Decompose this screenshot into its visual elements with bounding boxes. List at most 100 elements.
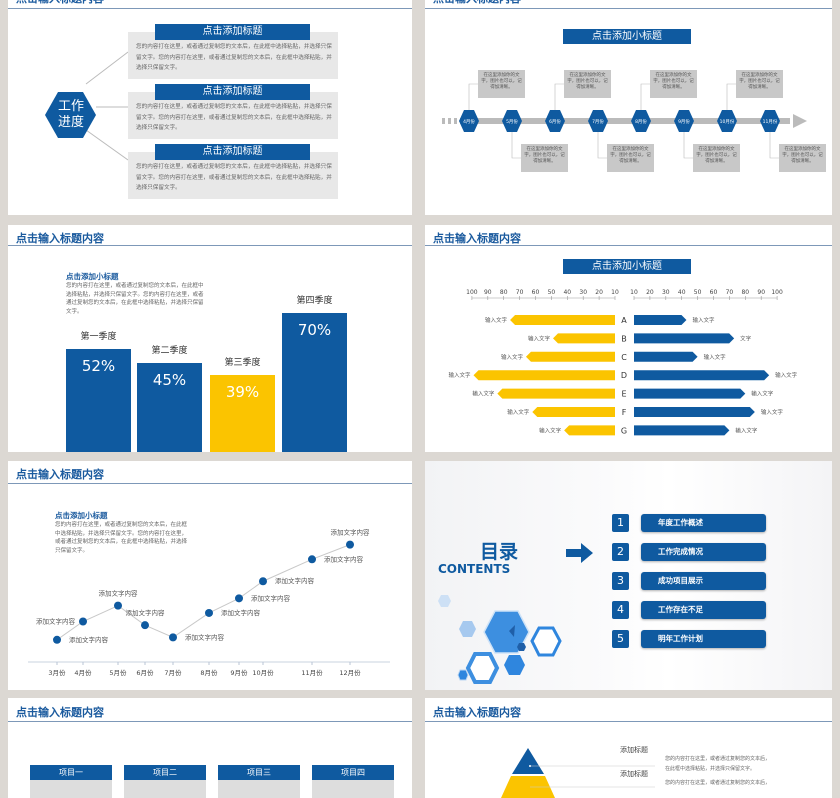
left-bar-label: 输入文字 — [448, 371, 471, 379]
right-bar — [634, 315, 687, 325]
slide-title: 点击输入标题内容 — [433, 232, 521, 245]
box-title: 点击添加标题 — [155, 144, 310, 160]
subtitle-box: 点击添加小标题 — [563, 259, 691, 274]
right-bar — [634, 407, 755, 417]
connector-lines — [45, 51, 129, 161]
month-hexagon — [760, 110, 780, 132]
contents-number[interactable]: 4 — [612, 601, 629, 619]
bar-category: 第三季度 — [224, 357, 261, 368]
x-tick-label: 11月份 — [301, 668, 323, 677]
bar-value: 39% — [225, 382, 260, 401]
x-tick-label: 8月份 — [200, 668, 218, 677]
right-bar-label: 输入文字 — [692, 316, 715, 324]
title-divider — [425, 8, 832, 9]
slide-timeline[interactable]: 点击输入标题内容 点击添加小标题 4月份 5月份 6月份 7月份 8月份 9月份 10月份 1… — [425, 0, 832, 215]
left-bar-label: 输入文字 — [539, 426, 562, 434]
point-label: 添加文字内容 — [126, 608, 166, 617]
slide-pyramid[interactable]: 点击输入标题内容 添加标题 您的内容打在这里，或者通过复制您的文本后， 在此框中选择… — [425, 698, 832, 798]
data-point — [235, 594, 243, 603]
right-bar — [634, 425, 730, 436]
title-divider — [425, 245, 832, 246]
project-body — [218, 780, 300, 798]
x-tick-label: 4月份 — [74, 668, 92, 677]
contents-item-4[interactable]: 工作存在不足 — [641, 601, 766, 619]
x-tick-label: 10月份 — [252, 668, 274, 677]
x-tick-label: 9月份 — [230, 668, 248, 677]
pyramid-item-title: 添加标题 — [620, 746, 648, 754]
contents-number[interactable]: 2 — [612, 543, 629, 561]
month-hexagon — [545, 110, 565, 132]
axis-tick-label: 60 — [710, 289, 718, 296]
axis-tick-label: 20 — [595, 289, 603, 296]
callout-box: 在这里添加你的文字，图片也可以，记得加清晰。 — [521, 144, 568, 172]
slide-title: 点击输入标题内容 — [16, 232, 104, 245]
axis-tick-label: 80 — [500, 289, 508, 296]
slide-butterfly-chart[interactable]: 点击输入标题内容 点击添加小标题 100 90 80 70 60 50 40 30 20 10 10… — [425, 225, 832, 452]
contents-number[interactable]: 5 — [612, 630, 629, 648]
point-label: 添加文字内容 — [99, 589, 139, 598]
month-label: 7月份 — [592, 118, 604, 125]
right-bar — [634, 388, 746, 399]
contents-item-1[interactable]: 年度工作概述 — [641, 514, 766, 532]
contents-number[interactable]: 1 — [612, 514, 629, 532]
callout-box: 在这里添加你的文字，图片也可以，记得加清晰。 — [693, 144, 740, 172]
contents-title-en: CONTENTS — [438, 562, 511, 576]
bar — [137, 362, 202, 452]
contents-number[interactable]: 3 — [612, 572, 629, 590]
pyramid-item-text: 您的内容打在这里，或者通过复制您的文本后， — [665, 756, 771, 762]
bar-value: 70% — [297, 321, 332, 339]
slide-contents[interactable]: 目录 CONTENTS 1 年度工作概述 2 工作完成情况 3 成功项目展示 4 工作存在不足… — [425, 461, 832, 690]
contents-item-3[interactable]: 成功项目展示 — [641, 572, 766, 590]
project-body — [312, 780, 394, 798]
x-tick-label: 7月份 — [164, 668, 182, 677]
right-bar-label: 输入文字 — [775, 371, 798, 379]
axis-tick-label: 100 — [466, 289, 478, 296]
point-label: 添加文字内容 — [221, 608, 261, 617]
month-label: 10月份 — [720, 118, 735, 125]
slide-title: 点击输入标题内容 — [16, 0, 104, 6]
x-tick-label: 5月份 — [109, 668, 127, 677]
butterfly-chart: 100 90 80 70 60 50 40 30 20 10 10 20 30 40 50 60 70 80 90 1… — [448, 289, 798, 436]
arrow-head — [793, 114, 807, 128]
data-point — [141, 621, 149, 630]
month-label: 8月份 — [635, 118, 647, 125]
data-point — [53, 635, 61, 644]
data-point — [79, 617, 87, 626]
axis-tick-label: 70 — [516, 289, 524, 296]
contents-item-2[interactable]: 工作完成情况 — [641, 543, 766, 561]
left-bar-label: 输入文字 — [485, 316, 508, 324]
data-point — [308, 555, 316, 564]
slide-projects[interactable]: 点击输入标题内容 项目一 项目二 项目三 项目四 — [8, 698, 412, 798]
axis-tick-label: 70 — [726, 289, 734, 296]
bar — [210, 374, 275, 452]
timeline-graphic: 4月份 5月份 6月份 7月份 8月份 9月份 10月份 11月份 — [442, 83, 807, 159]
slide-line-chart[interactable]: 点击输入标题内容 点击添加小标题 您的内容打在这里，或者通过复制您的文本后，在此… — [8, 461, 412, 690]
bar — [282, 313, 347, 452]
bar-value: 45% — [152, 370, 187, 389]
pyramid-item-title: 添加标题 — [620, 770, 648, 778]
contents-title-cn: 目录 — [480, 541, 519, 563]
box-title: 点击添加标题 — [155, 24, 310, 40]
month-label: 4月份 — [463, 118, 475, 125]
left-bar-label: 输入文字 — [501, 353, 524, 361]
callout-box: 在这里添加你的文字，图片也可以，记得加清晰。 — [650, 70, 697, 98]
left-bar — [525, 351, 615, 362]
month-hexagon — [674, 110, 694, 132]
left-bar — [564, 425, 615, 436]
category-label: C — [621, 353, 627, 362]
left-bar — [510, 315, 615, 325]
right-bar — [634, 333, 735, 344]
right-bar-label: 文字 — [740, 334, 752, 342]
data-point — [346, 540, 354, 549]
pyramid-item-text: 您的内容打在这里，或者通过复制您的文本后， — [665, 780, 771, 786]
month-hexagon — [717, 110, 737, 132]
pyramid-item-text: 在此框中选择粘贴，并选择只保留文字。 — [665, 766, 756, 772]
axis-tick-label: 90 — [484, 289, 492, 296]
project-header: 项目三 — [218, 765, 300, 780]
axis-tick-label: 30 — [662, 289, 670, 296]
slide-quarter-bars[interactable]: 点击输入标题内容 点击添加小标题 您的内容打在这里，或者通过复制您的文本后，在此… — [8, 225, 412, 452]
month-label: 5月份 — [506, 118, 518, 125]
contents-item-5[interactable]: 明年工作计划 — [641, 630, 766, 648]
box-text: 您的内容打在这里，或者通过复制您的文本后，在此框中选择粘贴，并选择只保留文字。您… — [136, 104, 332, 131]
